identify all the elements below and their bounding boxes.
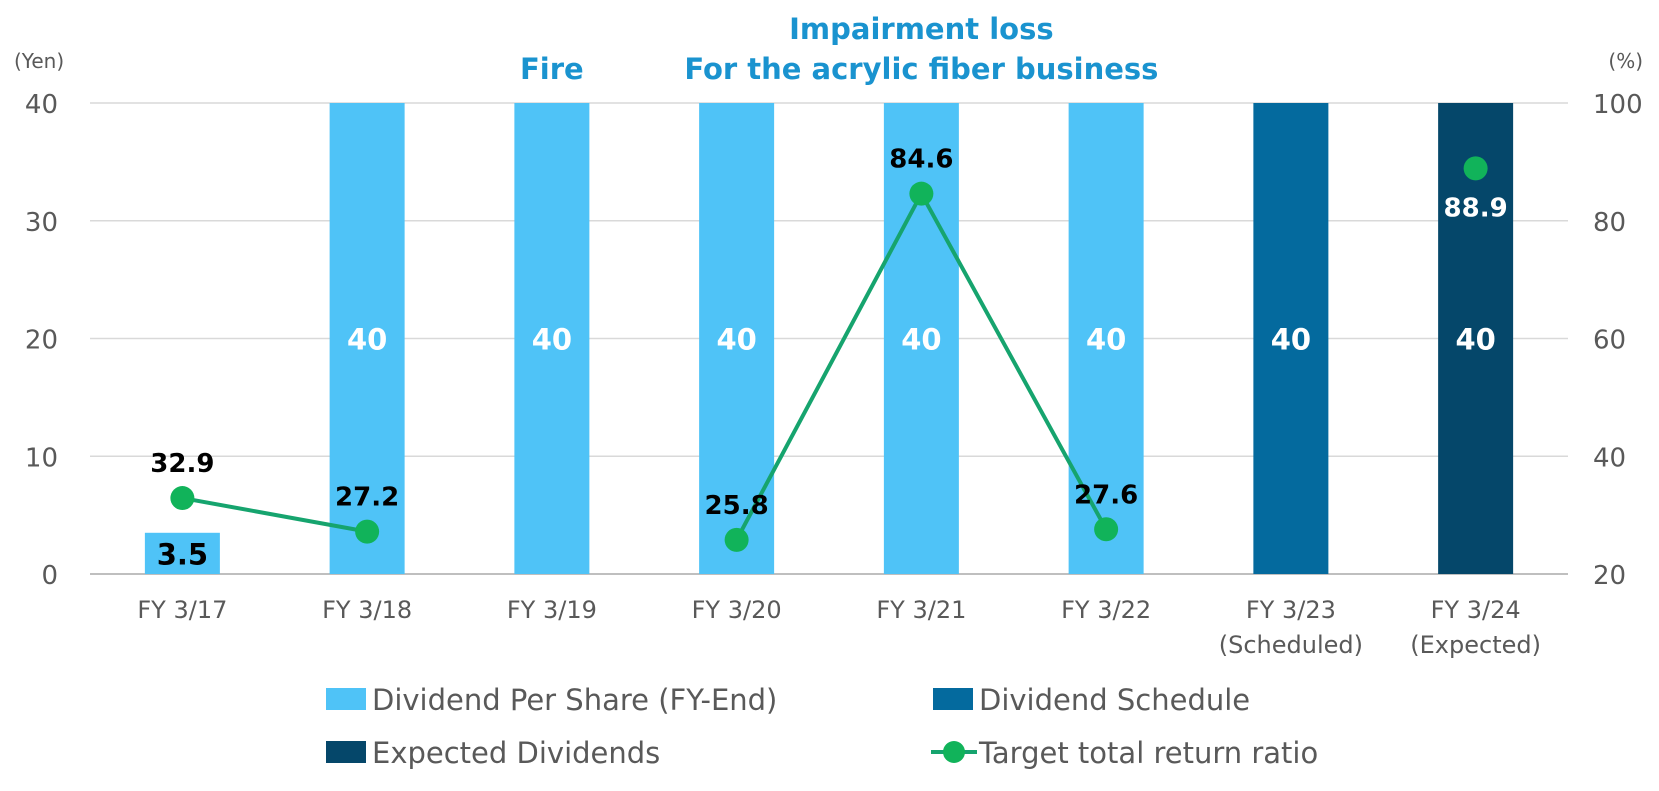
bar (144, 532, 220, 574)
category-label: FY 3/24 (1431, 596, 1521, 624)
bar-value-label: 40 (347, 323, 387, 357)
legend-label: Dividend Schedule (979, 683, 1250, 717)
annotation-text: Impairment loss (789, 12, 1053, 46)
category-label: FY 3/23 (1246, 596, 1336, 624)
bar (1253, 103, 1329, 574)
legend-swatch (326, 688, 366, 710)
annotation-text: For the acrylic fiber business (684, 52, 1158, 86)
right-axis: 20 40 60 80 100 (%) (1593, 49, 1643, 591)
bar-value-label: 40 (1086, 323, 1126, 357)
category-axis: FY 3/17 FY 3/18 FY 3/19 FY 3/20 FY 3/21 FY 3/… (137, 596, 1541, 659)
right-tick-label: 80 (1593, 208, 1626, 238)
left-axis: 0 10 20 30 40 (Yen) (14, 49, 64, 591)
category-label: FY 3/17 (137, 596, 227, 624)
right-tick-label: 100 (1593, 90, 1643, 120)
category-label: (Scheduled) (1219, 631, 1363, 659)
bar (1068, 103, 1144, 574)
bars (144, 103, 1514, 574)
bar-value-label: 40 (1271, 323, 1311, 357)
legend-marker (943, 741, 965, 763)
legend-item: Dividend Per Share (FY-End) (326, 683, 777, 717)
point-labels: 32.9 27.2 25.8 84.6 27.6 88.9 (150, 145, 1507, 521)
bar (514, 103, 590, 574)
bar (329, 103, 405, 574)
left-tick-label: 20 (25, 326, 58, 356)
right-tick-label: 40 (1593, 443, 1626, 473)
annotations: Fire Impairment loss For the acrylic fiber… (520, 12, 1158, 86)
legend: Dividend Per Share (FY-End) Dividend Sche… (326, 683, 1318, 770)
point-value-label: 32.9 (150, 449, 214, 479)
return-ratio-line (170, 156, 1488, 552)
legend-item: Expected Dividends (326, 736, 660, 770)
point-value-label: 27.6 (1074, 480, 1138, 510)
category-label: FY 3/18 (322, 596, 412, 624)
legend-label: Expected Dividends (372, 736, 660, 770)
legend-item: Target total return ratio (931, 736, 1318, 770)
line-segment (182, 496, 368, 534)
annotation-text: Fire (520, 52, 584, 86)
legend-label: Dividend Per Share (FY-End) (372, 683, 777, 717)
left-axis-unit: (Yen) (14, 49, 64, 73)
category-label: FY 3/20 (692, 596, 782, 624)
left-tick-label: 40 (25, 90, 58, 120)
legend-item: Dividend Schedule (933, 683, 1250, 717)
legend-label: Target total return ratio (978, 736, 1318, 770)
category-label: (Expected) (1410, 631, 1541, 659)
legend-swatch (326, 741, 366, 763)
bar-value-label: 3.5 (157, 537, 208, 571)
right-tick-label: 60 (1593, 326, 1626, 356)
point-value-label: 84.6 (889, 145, 953, 175)
line-point (909, 181, 934, 206)
bar-value-label: 40 (1455, 323, 1495, 357)
line-point (724, 527, 749, 552)
line-point (170, 486, 195, 511)
right-tick-label: 20 (1593, 561, 1626, 591)
line-point (355, 519, 380, 544)
left-tick-label: 30 (25, 208, 58, 238)
line-point (1463, 156, 1488, 181)
point-value-label: 25.8 (705, 491, 769, 521)
bar (1438, 103, 1514, 574)
point-value-label: 88.9 (1444, 193, 1508, 223)
bar-labels: 3.5 40 40 40 40 40 40 40 (157, 323, 1496, 572)
bar-value-label: 40 (901, 323, 941, 357)
right-axis-unit: (%) (1608, 49, 1643, 73)
category-label: FY 3/22 (1061, 596, 1151, 624)
category-label: FY 3/19 (507, 596, 597, 624)
left-tick-label: 10 (25, 443, 58, 473)
left-tick-label: 0 (41, 561, 58, 591)
line-point (1094, 517, 1119, 542)
bar-value-label: 40 (532, 323, 572, 357)
gridlines (90, 102, 1568, 575)
point-value-label: 27.2 (335, 483, 399, 513)
bar (883, 103, 959, 574)
legend-swatch (933, 688, 973, 710)
bar-value-label: 40 (716, 323, 756, 357)
category-label: FY 3/21 (876, 596, 966, 624)
